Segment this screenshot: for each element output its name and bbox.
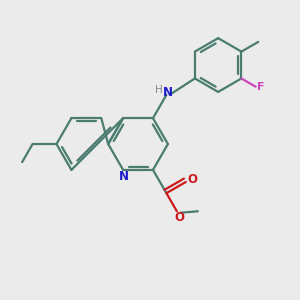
Text: O: O [175, 211, 185, 224]
Text: O: O [188, 173, 197, 186]
Text: F: F [257, 82, 265, 92]
Text: H: H [155, 85, 163, 95]
Text: N: N [119, 170, 129, 183]
Text: N: N [163, 86, 173, 99]
